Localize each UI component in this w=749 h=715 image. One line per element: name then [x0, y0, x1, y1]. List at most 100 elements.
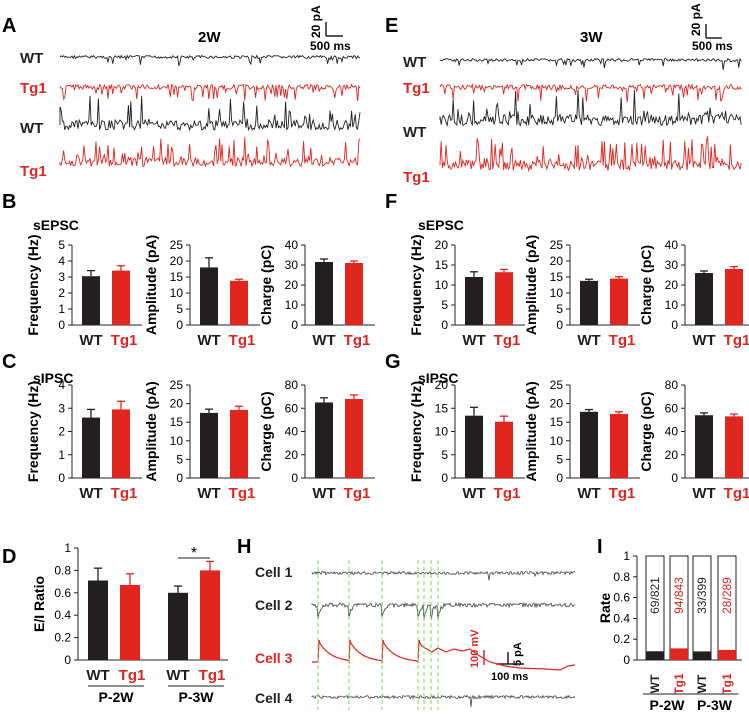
y-tick-label: 5	[176, 452, 183, 466]
y-tick-label: 2	[58, 286, 65, 300]
trace-h-cell3	[312, 639, 576, 671]
trace-e-wt-2	[439, 89, 742, 127]
x-label-wt: WT	[79, 485, 102, 502]
y-tick-label: 5	[58, 238, 65, 252]
y-axis-title: Frequency (Hz)	[408, 234, 424, 335]
bar-tg1	[345, 263, 363, 325]
significance-star: *	[191, 545, 197, 562]
trace-h-cell4	[311, 694, 576, 708]
panel-e-title: 3W	[580, 29, 603, 46]
y-tick-label: 0.8	[54, 563, 71, 577]
rate-fraction: 94/843	[672, 577, 686, 614]
chart-f1: 0 5 10 15 20 WT Tg1 Frequency (Hz)	[408, 234, 525, 349]
chart-f3: 0 10 20 30 40 WT Tg1 Charge (pC)	[638, 238, 749, 349]
y-tick-label: 0	[671, 318, 678, 332]
x-label-wt: WT	[312, 485, 335, 502]
x-label-tg1: Tg1	[229, 485, 256, 502]
panel-h-scale-time: 100 ms	[491, 671, 528, 683]
rate-fill-tg1	[718, 649, 736, 660]
y-tick-label: 0.4	[54, 608, 71, 622]
panel-h-scale-pa: 5 pA	[512, 642, 524, 666]
x-label-wt: WT	[86, 667, 109, 684]
y-tick-label: 1	[58, 302, 65, 316]
y-tick-label: 0	[291, 471, 298, 485]
y-tick-label: 20	[550, 254, 564, 268]
panel-label-i: I	[597, 536, 603, 558]
panel-a-row4-label: Tg1	[20, 163, 47, 180]
rate-fill-tg1	[670, 648, 688, 660]
bar-tg1	[230, 280, 248, 325]
y-tick-label: 5	[556, 452, 563, 466]
bar-tg1	[495, 272, 513, 325]
panel-a-row1-label: WT	[20, 50, 43, 67]
x-label-tg1: Tg1	[720, 673, 734, 695]
panel-g-title: sIPSC	[418, 370, 458, 386]
y-axis-title: Charge (pC)	[638, 391, 654, 471]
y-tick-label: 60	[285, 401, 299, 415]
y-tick-label: 0	[58, 471, 65, 485]
chart-d: 0 0.2 0.4 0.6 0.8 1 WT Tg1 P-2W WT Tg1 P-3W * E/I Rat…	[31, 541, 228, 705]
panel-a-title: 2W	[198, 29, 221, 46]
bar-tg1	[725, 416, 743, 478]
x-label-tg1: Tg1	[111, 485, 138, 502]
y-tick-label: 15	[170, 415, 184, 429]
x-label-wt: WT	[312, 332, 335, 349]
x-label-wt: WT	[577, 332, 600, 349]
trace-a-wt-2	[59, 95, 361, 132]
y-axis-title: Frequency (Hz)	[25, 234, 41, 335]
bar-wt	[695, 273, 713, 325]
trace-h-cell2	[311, 601, 576, 621]
y-tick-label: 0	[556, 318, 563, 332]
y-axis-title: Amplitude (pA)	[523, 381, 539, 481]
rate-fraction: 69/821	[648, 577, 662, 614]
y-tick-label: 0	[671, 471, 678, 485]
panel-h-cell3: Cell 3	[255, 650, 293, 666]
y-tick-label: 15	[435, 258, 449, 272]
chart-f2: 0 5 10 15 20 25 WT Tg1 Amplitude (pA)	[523, 235, 640, 349]
x-label-tg1: Tg1	[119, 667, 146, 684]
chart-b3: 0 10 20 30 40 WT Tg1 Charge (pC)	[258, 238, 375, 349]
y-tick-label: 3	[58, 270, 65, 284]
chart-b1: 0 1 2 3 4 5 WT Tg1 Frequency (Hz)	[25, 234, 142, 349]
y-tick-label: 0.2	[613, 632, 630, 646]
x-label-wt: WT	[695, 674, 709, 693]
chart-g3: 0 20 40 60 80 WT Tg1 Charge (pC)	[638, 378, 749, 502]
x-label-tg1: Tg1	[229, 332, 256, 349]
panel-label-e: E	[385, 15, 398, 37]
rate-fill-wt	[693, 651, 711, 660]
y-axis-title: Rate	[597, 593, 613, 624]
y-tick-label: 10	[170, 434, 184, 448]
y-tick-label: 4	[58, 254, 65, 268]
trace-h-cell1	[311, 570, 576, 581]
panel-b-title: sEPSC	[33, 217, 79, 233]
y-tick-label: 20	[170, 397, 184, 411]
y-tick-label: 40	[285, 238, 299, 252]
panel-label-h: H	[237, 536, 251, 558]
x-label-tg1: Tg1	[199, 667, 226, 684]
panel-a-scale-ms: 500 ms	[310, 39, 351, 53]
y-tick-label: 1	[64, 541, 71, 555]
y-tick-label: 15	[550, 270, 564, 284]
trace-a-tg1-2	[59, 137, 361, 168]
group-label: P-3W	[697, 697, 733, 713]
y-tick-label: 0	[623, 653, 630, 667]
y-tick-label: 4	[58, 378, 65, 392]
y-tick-label: 0	[64, 653, 71, 667]
group-label: P-3W	[179, 689, 215, 705]
panel-c-title: sIPSC	[33, 370, 73, 386]
chart-b2: 0 5 10 15 20 25 WT Tg1 Amplitude (pA)	[143, 235, 260, 349]
bar-wt	[168, 592, 188, 660]
bar-wt	[580, 411, 598, 478]
y-tick-label: 10	[550, 434, 564, 448]
y-tick-label: 25	[550, 378, 564, 392]
x-label-tg1: Tg1	[494, 485, 521, 502]
x-label-tg1: Tg1	[724, 332, 749, 349]
bar-wt	[82, 276, 100, 325]
y-tick-label: 5	[176, 302, 183, 316]
y-tick-label: 0.8	[613, 570, 630, 584]
bar-tg1	[610, 414, 628, 478]
y-tick-label: 10	[435, 425, 449, 439]
y-tick-label: 0	[176, 318, 183, 332]
y-axis-title: E/I Ratio	[31, 576, 47, 632]
panel-h-cell1: Cell 1	[255, 564, 293, 580]
